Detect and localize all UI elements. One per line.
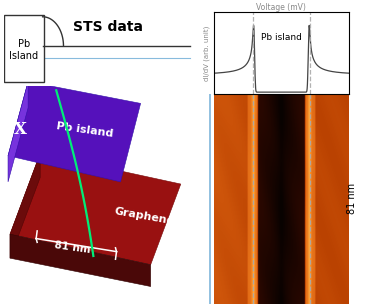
Polygon shape xyxy=(10,234,151,286)
Polygon shape xyxy=(8,82,141,182)
Text: 81 nm: 81 nm xyxy=(53,240,91,255)
Text: X: X xyxy=(14,121,27,138)
Polygon shape xyxy=(10,154,40,258)
Text: STS data: STS data xyxy=(73,21,143,34)
Text: Pb island: Pb island xyxy=(55,121,113,138)
Text: 81 nm: 81 nm xyxy=(348,183,357,214)
Text: Pb
Island: Pb Island xyxy=(9,39,38,61)
Text: dI/dV (arb. unit): dI/dV (arb. unit) xyxy=(203,25,210,81)
Text: Pb island: Pb island xyxy=(261,33,302,42)
Polygon shape xyxy=(8,82,28,182)
Text: Graphene: Graphene xyxy=(114,207,175,227)
Title: Voltage (mV): Voltage (mV) xyxy=(257,3,306,12)
FancyBboxPatch shape xyxy=(4,15,44,82)
Polygon shape xyxy=(10,154,181,265)
